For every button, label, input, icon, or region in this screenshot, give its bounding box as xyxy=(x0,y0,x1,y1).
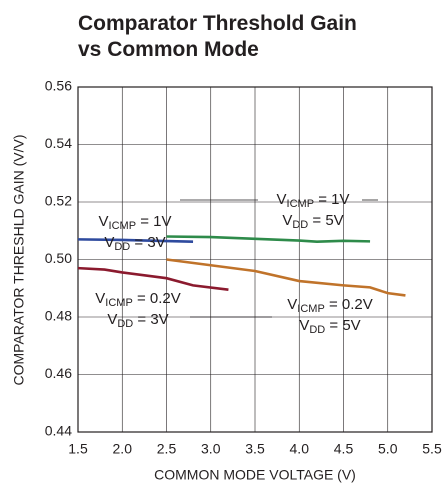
annotation-part: V xyxy=(299,317,309,334)
annotation-subscript: ICMP xyxy=(297,303,325,315)
x-tick-label: 5.5 xyxy=(422,441,442,457)
x-tick-label: 3.0 xyxy=(201,441,221,457)
annotation: VICMP = 1V xyxy=(99,213,172,232)
line xyxy=(166,235,371,243)
annotation-subscript: DD xyxy=(292,219,308,231)
annotation-part: V xyxy=(282,212,292,229)
annotation-part: = 0.2V xyxy=(133,290,181,307)
y-tick-label: 0.48 xyxy=(45,308,72,324)
annotation-part: V xyxy=(287,296,297,313)
annotation: VDD = 5V xyxy=(299,317,360,336)
annotation-part: V xyxy=(107,311,117,328)
annotation: VDD = 3V xyxy=(104,234,165,253)
y-tick-label: 0.44 xyxy=(45,423,72,439)
y-tick-label: 0.50 xyxy=(45,250,72,266)
annotation-part: = 1V xyxy=(314,191,349,208)
annotation-subscript: ICMP xyxy=(109,220,137,232)
annotation: VICMP = 0.2V xyxy=(287,296,372,315)
x-tick-label: 2.0 xyxy=(113,441,133,457)
x-tick-label: 2.5 xyxy=(157,441,177,457)
x-axis-label: COMMON MODE VOLTAGE (V) xyxy=(154,467,356,483)
x-tick-label: 4.0 xyxy=(290,441,310,457)
plot-frame xyxy=(77,86,433,433)
annotation-part: V xyxy=(95,290,105,307)
x-tick-label: 4.5 xyxy=(334,441,354,457)
y-tick-label: 0.56 xyxy=(45,78,72,94)
chart-title: vs Common Mode xyxy=(78,38,259,61)
annotation-subscript: ICMP xyxy=(105,297,133,309)
annotation-part: = 5V xyxy=(325,317,360,334)
annotation-subscript: DD xyxy=(117,318,133,330)
x-tick-label: 1.5 xyxy=(68,441,88,457)
annotation-part: V xyxy=(277,191,287,208)
line xyxy=(166,258,406,297)
y-tick-label: 0.46 xyxy=(45,365,72,381)
y-axis-label: COMPARATOR THRESHLD GAIN (V/V) xyxy=(11,135,27,386)
x-tick-label: 3.5 xyxy=(245,441,265,457)
annotation: VICMP = 0.2V xyxy=(95,290,180,309)
annotation: VDD = 5V xyxy=(282,212,343,231)
y-tick-label: 0.54 xyxy=(45,135,72,151)
annotation-subscript: DD xyxy=(309,324,325,336)
line xyxy=(77,238,194,243)
annotation-subscript: DD xyxy=(114,241,130,253)
annotation-part: = 5V xyxy=(308,212,343,229)
annotation-part: = 3V xyxy=(130,234,165,251)
annotation-part: V xyxy=(104,234,114,251)
line xyxy=(77,266,229,291)
annotation-part: V xyxy=(99,213,109,230)
annotation: VDD = 3V xyxy=(107,311,168,330)
annotation-part: = 3V xyxy=(133,311,168,328)
x-tick-label: 5.0 xyxy=(378,441,398,457)
annotation-part: = 1V xyxy=(136,213,171,230)
y-tick-label: 0.52 xyxy=(45,193,72,209)
annotation-subscript: ICMP xyxy=(287,198,315,210)
chart-title: Comparator Threshold Gain xyxy=(78,12,357,35)
annotation: VICMP = 1V xyxy=(277,191,350,210)
annotation-part: = 0.2V xyxy=(325,296,373,313)
